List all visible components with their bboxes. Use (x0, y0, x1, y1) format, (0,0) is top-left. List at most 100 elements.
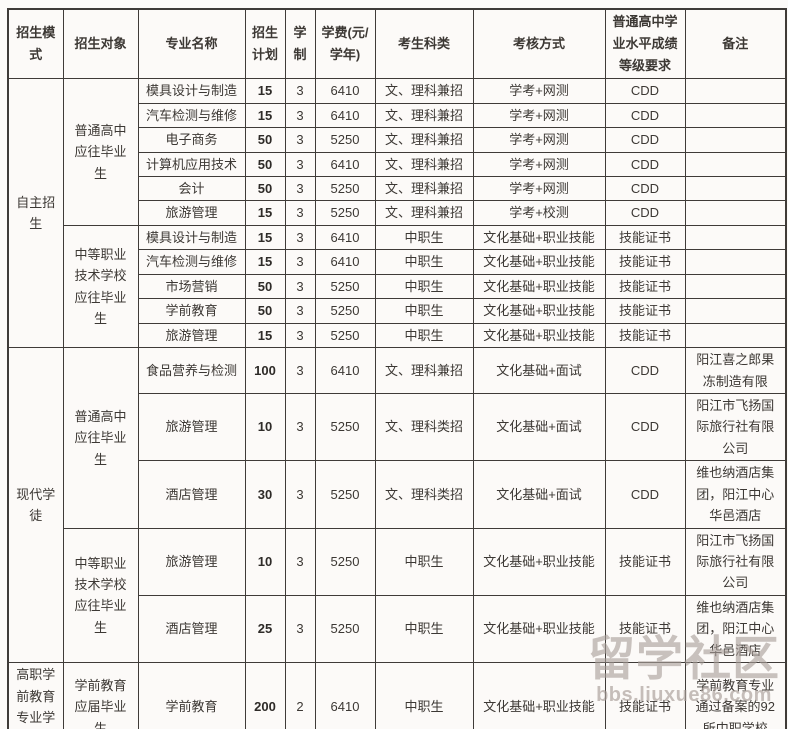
table-row: 酒店管理 30 3 5250 文、理科类招 文化基础+面试 CDD 维也纳酒店集团，阳江中心华… (8, 460, 787, 529)
plan-cell: 50 (244, 127, 286, 153)
grade-requirement-cell: CDD (604, 78, 686, 104)
grade-requirement-cell: CDD (604, 347, 686, 394)
duration-cell: 3 (284, 127, 316, 153)
major-cell: 模具设计与制造 (137, 224, 246, 251)
table-row: 酒店管理 25 3 5250 中职生 文化基础+职业技能 技能证书 维也纳酒店集团，阳江中心华… (8, 594, 787, 664)
table-body: 自主招生 普通高中应往毕业生 模具设计与制造 15 3 6410 文、理科兼招 学考+网测 CD… (7, 78, 787, 729)
category-cell: 文、理科兼招 (374, 102, 474, 129)
remark-cell: 阳江喜之郎果冻制造有限 (684, 347, 787, 394)
duration-cell: 2 (284, 662, 316, 729)
target-cell: 学前教育应届毕业生 (62, 662, 139, 729)
tuition-cell: 5250 (314, 200, 376, 226)
mode-cell: 现代学徒 (7, 347, 64, 664)
remark-cell (684, 176, 787, 202)
header-row: 招生模式 招生对象 专业名称 招生计划 学制 学费(元/学年) 考生科类 考核方式 普通高中学业… (7, 8, 787, 80)
plan-cell: 200 (244, 662, 286, 729)
duration-cell: 3 (284, 176, 316, 202)
duration-cell: 3 (284, 151, 316, 178)
duration-cell: 3 (284, 460, 316, 529)
category-cell: 中职生 (374, 249, 474, 275)
major-cell: 酒店管理 (137, 460, 246, 529)
tuition-cell: 5250 (314, 322, 376, 349)
remark-cell: 维也纳酒店集团，阳江中心华邑酒店 (684, 594, 787, 664)
tuition-cell: 5250 (314, 127, 376, 153)
remark-cell: 阳江市飞扬国际旅行社有限公司 (684, 392, 787, 462)
target-cell: 普通高中应往毕业生 (62, 78, 139, 226)
duration-cell: 3 (284, 249, 316, 275)
major-cell: 学前教育 (137, 662, 246, 729)
category-cell: 中职生 (374, 594, 474, 664)
major-cell: 食品营养与检测 (137, 347, 246, 394)
tuition-cell: 5250 (314, 392, 376, 462)
remark-cell: 学前教育专业通过备案的92所中职学校 (684, 662, 787, 729)
assessment-cell: 学考+网测 (472, 78, 606, 104)
category-cell: 中职生 (374, 224, 474, 251)
major-cell: 旅游管理 (137, 322, 246, 349)
plan-cell: 50 (244, 176, 286, 202)
grade-requirement-column-header: 普通高中学业水平成绩等级要求 (604, 8, 686, 80)
assessment-cell: 文化基础+职业技能 (472, 594, 606, 664)
assessment-cell: 文化基础+面试 (472, 347, 606, 394)
remark-cell (684, 200, 787, 226)
tuition-cell: 6410 (314, 347, 376, 394)
plan-cell: 100 (244, 347, 286, 394)
remark-cell (684, 322, 787, 349)
category-cell: 文、理科兼招 (374, 151, 474, 178)
assessment-cell: 学考+网测 (472, 176, 606, 202)
tuition-cell: 5250 (314, 298, 376, 324)
major-cell: 汽车检测与维修 (137, 102, 246, 129)
major-cell: 计算机应用技术 (137, 151, 246, 178)
target-cell: 中等职业技术学校应往毕业生 (62, 224, 139, 349)
duration-cell: 3 (284, 527, 316, 596)
grade-requirement-cell: 技能证书 (604, 298, 686, 324)
category-cell: 文、理科兼招 (374, 200, 474, 226)
assessment-cell: 文化基础+职业技能 (472, 662, 606, 729)
major-cell: 电子商务 (137, 127, 246, 153)
table-row: 旅游管理 10 3 5250 文、理科类招 文化基础+面试 CDD 阳江市飞扬国际旅行社有限公… (8, 392, 787, 462)
plan-cell: 15 (244, 322, 286, 349)
tuition-cell: 6410 (314, 151, 376, 178)
assessment-cell: 文化基础+职业技能 (472, 224, 606, 251)
remark-cell: 阳江市飞扬国际旅行社有限公司 (684, 527, 787, 596)
category-cell: 中职生 (374, 298, 474, 324)
grade-requirement-cell: 技能证书 (604, 322, 686, 349)
duration-cell: 3 (284, 392, 316, 462)
category-cell: 中职生 (374, 662, 474, 729)
assessment-cell: 文化基础+面试 (472, 460, 606, 529)
table-row: 现代学徒 普通高中应往毕业生 食品营养与检测 100 3 6410 文、理科兼招 文化基础+面… (7, 347, 787, 664)
plan-cell: 15 (244, 249, 286, 275)
table-row: 高职学前教育专业学院学前教育应届毕业生学前教育20026410中职生文化基础+职… (7, 662, 787, 729)
grade-requirement-cell: 技能证书 (604, 662, 686, 729)
assessment-cell: 学考+网测 (472, 127, 606, 153)
category-cell: 中职生 (374, 273, 474, 300)
grade-requirement-cell: CDD (604, 200, 686, 226)
plan-cell: 50 (244, 151, 286, 178)
major-cell: 旅游管理 (137, 527, 246, 596)
category-cell: 文、理科类招 (374, 460, 474, 529)
mode-cell: 高职学前教育专业学院 (7, 662, 64, 729)
duration-cell: 3 (284, 322, 316, 349)
tuition-cell: 5250 (314, 273, 376, 300)
plan-cell: 15 (244, 224, 286, 251)
plan-column-header: 招生计划 (244, 8, 286, 80)
remark-cell (684, 102, 787, 129)
assessment-cell: 学考+网测 (472, 102, 606, 129)
duration-cell: 3 (284, 347, 316, 394)
grade-requirement-cell: CDD (604, 460, 686, 529)
tuition-column-header: 学费(元/学年) (314, 8, 376, 80)
remark-cell (684, 78, 787, 104)
assessment-cell: 学考+校测 (472, 200, 606, 226)
table-row: 旅游管理 15 3 5250 中职生 文化基础+职业技能 技能证书 (8, 322, 787, 349)
major-cell: 学前教育 (137, 298, 246, 324)
category-cell: 文、理科兼招 (374, 176, 474, 202)
grade-requirement-cell: 技能证书 (604, 594, 686, 664)
major-column-header: 专业名称 (137, 8, 246, 80)
table-row: 学前教育 50 3 5250 中职生 文化基础+职业技能 技能证书 (8, 298, 787, 324)
tuition-cell: 5250 (314, 594, 376, 664)
plan-cell: 10 (244, 392, 286, 462)
remark-cell: 维也纳酒店集团，阳江中心华邑酒店 (684, 460, 787, 529)
tuition-cell: 5250 (314, 527, 376, 596)
assessment-cell: 文化基础+职业技能 (472, 273, 606, 300)
plan-cell: 50 (244, 298, 286, 324)
